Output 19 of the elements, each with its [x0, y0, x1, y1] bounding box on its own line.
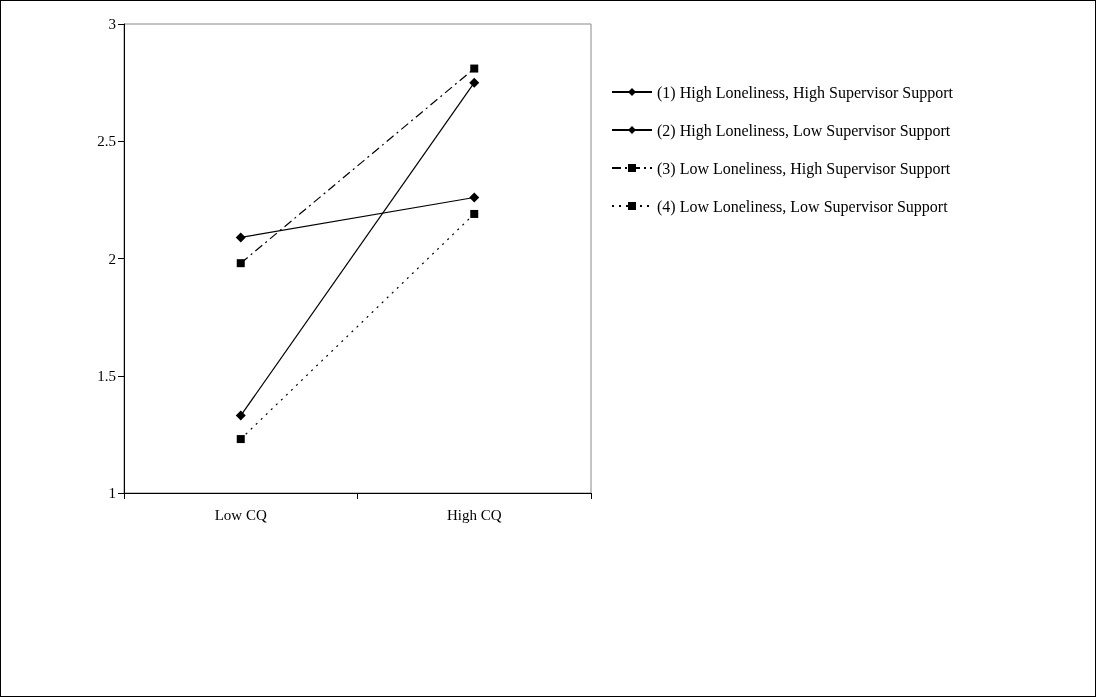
point	[235, 232, 246, 243]
point	[470, 64, 479, 73]
legend-label: (2) High Loneliness, Low Supervisor Support	[657, 121, 951, 140]
point	[469, 192, 480, 203]
x-tick-label: High CQ	[446, 506, 502, 523]
legend-label: (4) Low Loneliness, Low Supervisor Support	[657, 197, 949, 216]
legend-label: (1) High Loneliness, High Supervisor Support	[657, 83, 954, 102]
x-tick-label: Low CQ	[214, 506, 267, 523]
point	[235, 410, 246, 421]
y-tick-label: 1.5	[97, 367, 116, 384]
point	[236, 259, 245, 268]
y-tick-label: 2.5	[97, 133, 116, 150]
y-tick-label: 3	[108, 16, 116, 32]
point	[236, 435, 245, 444]
point	[470, 209, 479, 218]
y-tick-label: 2	[108, 250, 116, 267]
legend-label: (3) Low Loneliness, High Supervisor Support	[657, 159, 951, 178]
y-tick-label: 1	[108, 485, 116, 501]
point	[469, 77, 480, 88]
